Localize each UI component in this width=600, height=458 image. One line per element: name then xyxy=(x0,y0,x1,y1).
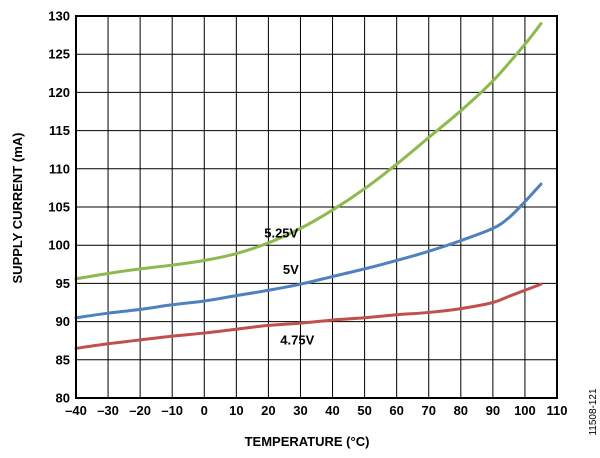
y-axis-title: SUPPLY CURRENT (mA) xyxy=(10,133,25,284)
series-labels: 5.25V 5V 4.75V xyxy=(264,225,314,347)
x-tick-labels: –40 –30 –20 –10 0 10 20 30 40 50 60 70 80 90 100 110 xyxy=(65,403,567,418)
x-tick-label-13: 90 xyxy=(486,403,500,418)
y-tick-label-4: 100 xyxy=(48,238,70,253)
x-tick-label-2: –20 xyxy=(129,403,151,418)
x-tick-label-1: –30 xyxy=(97,403,119,418)
series-line-2 xyxy=(74,282,543,350)
y-tick-label-0: 80 xyxy=(56,391,70,406)
x-tick-label-14: 100 xyxy=(514,403,536,418)
plot-frame xyxy=(75,15,558,399)
y-tick-label-10: 130 xyxy=(48,9,70,24)
y-tick-label-5: 105 xyxy=(48,200,70,215)
x-tick-label-7: 30 xyxy=(293,403,307,418)
x-tick-label-3: –10 xyxy=(161,403,183,418)
plot-border xyxy=(75,15,558,399)
y-tick-label-7: 115 xyxy=(49,123,70,138)
y-tick-label-2: 90 xyxy=(56,314,70,329)
y-tick-labels: 80 85 90 95 100 105 110 115 120 125 130 xyxy=(48,9,70,406)
x-tick-label-8: 40 xyxy=(325,403,339,418)
series-line-1 xyxy=(74,182,543,320)
x-tick-label-15: 110 xyxy=(547,403,568,418)
y-tick-label-6: 110 xyxy=(49,161,70,176)
y-tick-label-8: 120 xyxy=(48,85,70,100)
x-tick-label-11: 70 xyxy=(421,403,435,418)
x-tick-label-9: 50 xyxy=(357,403,371,418)
y-tick-label-3: 95 xyxy=(56,276,70,291)
grid xyxy=(75,15,558,399)
x-tick-label-5: 10 xyxy=(229,403,243,418)
x-axis-title: TEMPERATURE (°C) xyxy=(245,434,370,449)
y-tick-label-1: 85 xyxy=(56,352,70,367)
x-tick-label-12: 80 xyxy=(454,403,468,418)
series-label-1: 5V xyxy=(283,262,299,277)
x-tick-label-4: 0 xyxy=(201,403,208,418)
series-line-0 xyxy=(74,22,543,281)
x-tick-label-10: 60 xyxy=(389,403,403,418)
series-label-2: 4.75V xyxy=(280,332,314,347)
x-tick-label-6: 20 xyxy=(261,403,275,418)
series-lines xyxy=(74,22,543,350)
y-tick-label-9: 125 xyxy=(48,47,70,62)
figure-id: 11508-121 xyxy=(588,388,599,436)
x-tick-label-0: –40 xyxy=(65,403,87,418)
series-label-0: 5.25V xyxy=(264,225,298,240)
